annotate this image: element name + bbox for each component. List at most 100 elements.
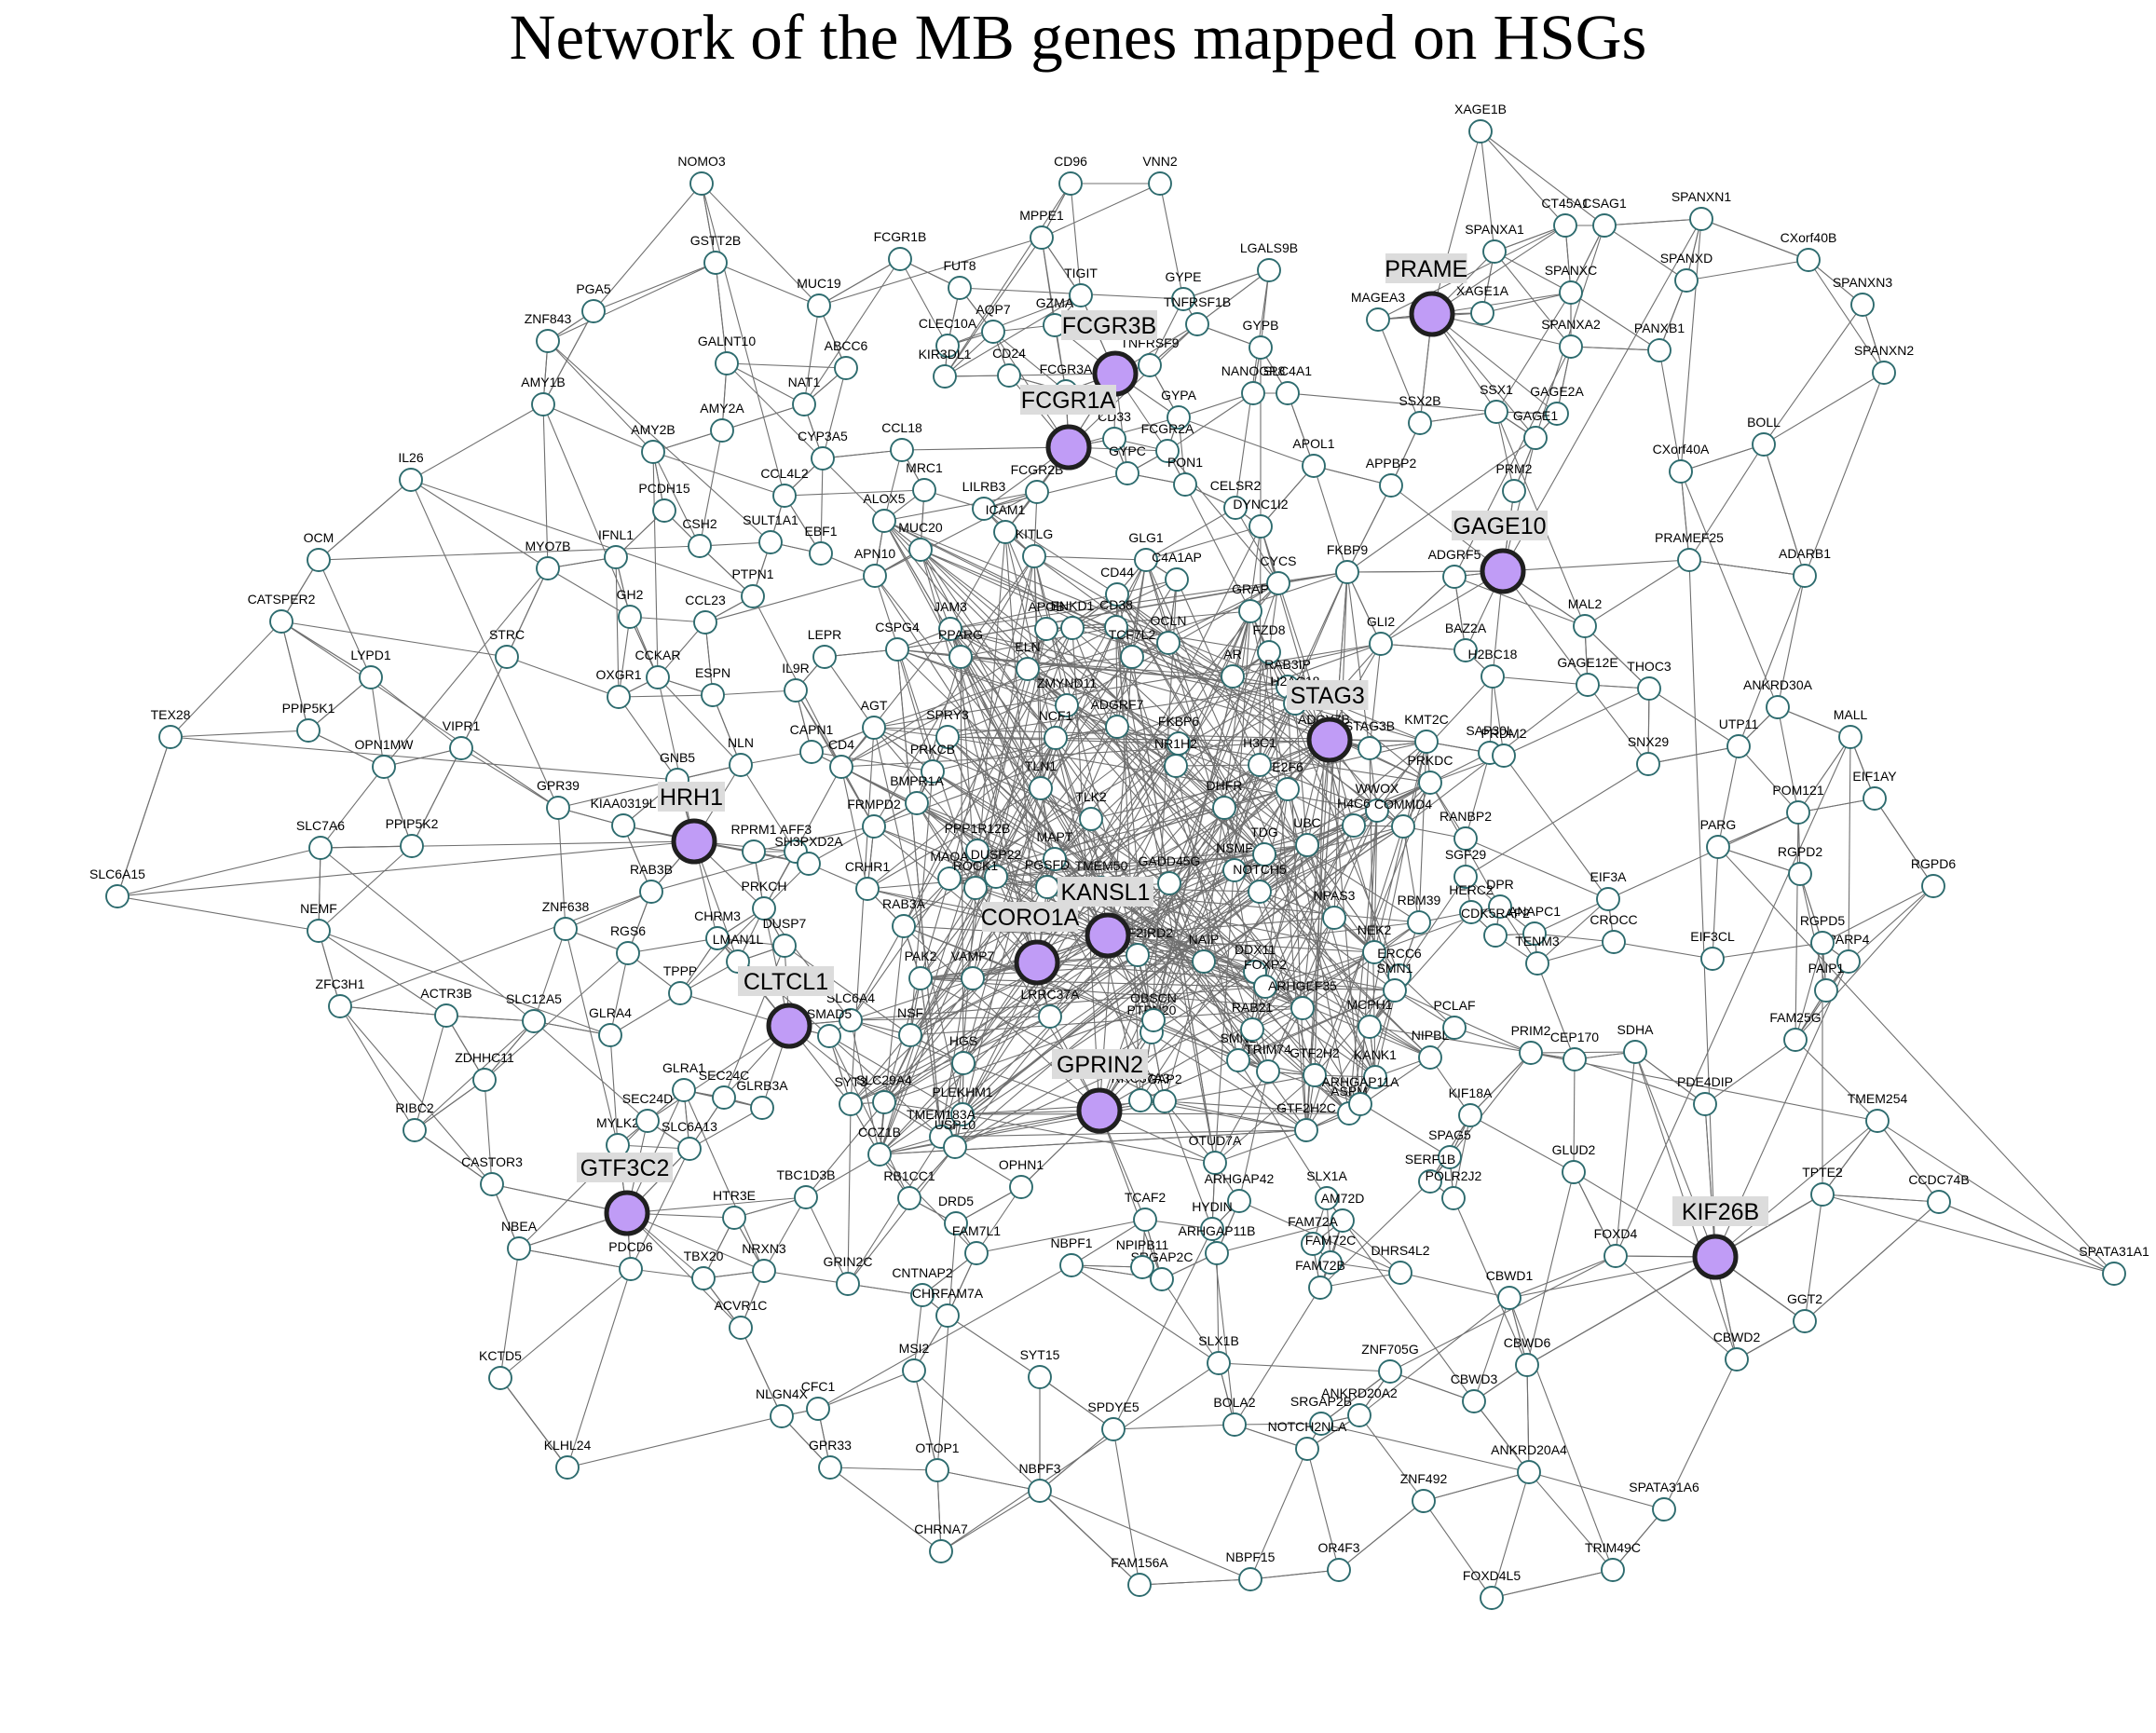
gene-node[interactable]: ALOX5 [863, 491, 906, 533]
gene-node[interactable]: DUSP7 [763, 916, 807, 958]
gene-node[interactable]: ZNF705G [1361, 1342, 1419, 1384]
gene-node[interactable]: POM121 [1772, 783, 1824, 825]
gene-node-circle[interactable] [1752, 432, 1776, 457]
gene-node-circle[interactable] [1483, 923, 1508, 948]
gene-node[interactable]: FAM25G [1769, 1010, 1822, 1052]
hub-node[interactable]: GAGE10 [1452, 511, 1548, 594]
gene-node-circle[interactable] [1850, 293, 1875, 317]
gene-node-circle[interactable] [1165, 567, 1189, 592]
gene-node[interactable]: VNN2 [1142, 154, 1178, 196]
gene-node-circle[interactable] [269, 609, 293, 634]
gene-node[interactable]: SPANXN3 [1833, 275, 1893, 317]
gene-node[interactable]: PPIP5K2 [386, 816, 439, 858]
gene-node[interactable]: TPTE2 [1802, 1165, 1843, 1207]
gene-node[interactable]: CDK5RAP2 [1461, 906, 1530, 948]
gene-node[interactable]: PTPN1 [731, 566, 774, 608]
gene-node[interactable]: NANOGP8 [1221, 363, 1286, 405]
gene-node-circle[interactable] [1515, 1353, 1539, 1377]
gene-node[interactable]: CCL4L2 [760, 466, 809, 508]
gene-node[interactable]: MAL2 [1568, 596, 1603, 638]
gene-node[interactable]: CBWD3 [1451, 1371, 1498, 1413]
gene-node[interactable]: HTR3E [713, 1188, 756, 1230]
gene-node[interactable]: CYCS [1261, 553, 1297, 595]
gene-node-circle[interactable] [1104, 615, 1128, 639]
gene-node[interactable]: FZD8 [1253, 622, 1286, 664]
gene-node[interactable]: SMAD5 [807, 1006, 852, 1048]
gene-node-circle[interactable] [1358, 736, 1382, 760]
gene-node-circle[interactable] [898, 1023, 922, 1047]
gene-node-circle[interactable] [400, 834, 424, 858]
gene-node-circle[interactable] [488, 1366, 512, 1390]
gene-node-circle[interactable] [1442, 565, 1467, 589]
gene-node[interactable]: MRC1 [906, 460, 943, 502]
gene-node[interactable]: PCDH15 [638, 481, 690, 523]
gene-node-circle[interactable] [1366, 307, 1390, 332]
gene-node[interactable]: NRXN3 [742, 1241, 786, 1283]
gene-node-circle[interactable] [710, 418, 734, 443]
gene-node-circle[interactable] [701, 683, 725, 707]
gene-node[interactable]: PANXB1 [1634, 321, 1685, 362]
gene-node-circle[interactable] [1523, 426, 1548, 450]
gene-node-circle[interactable] [1342, 813, 1366, 838]
gene-node-circle[interactable] [818, 1455, 842, 1480]
gene-node-circle[interactable] [1303, 1063, 1327, 1087]
gene-node[interactable]: GTF2H2C [1276, 1100, 1336, 1142]
gene-node[interactable]: CXorf40B [1781, 230, 1837, 272]
gene-node-circle[interactable] [1318, 1250, 1343, 1275]
gene-node[interactable]: CHRM3 [694, 908, 741, 950]
gene-node-circle[interactable] [472, 1068, 497, 1092]
gene-node[interactable]: VAMP7 [951, 948, 995, 990]
gene-node-circle[interactable] [1226, 1048, 1250, 1072]
gene-node-circle[interactable] [1128, 1088, 1153, 1112]
gene-node-circle[interactable] [1164, 754, 1188, 778]
gene-node-circle[interactable] [1462, 1389, 1486, 1413]
gene-node[interactable]: CD33 [1098, 409, 1131, 451]
gene-node-circle[interactable] [1766, 695, 1790, 719]
gene-node-circle[interactable] [1030, 225, 1054, 250]
gene-node-circle[interactable] [688, 534, 712, 558]
gene-node[interactable]: PARG [1700, 817, 1737, 859]
gene-node-circle[interactable] [1133, 1208, 1157, 1232]
gene-node-circle[interactable] [1810, 1182, 1835, 1207]
hub-node[interactable]: GTF3C2 [577, 1153, 673, 1236]
gene-node-circle[interactable] [1418, 1169, 1442, 1194]
gene-node[interactable]: FAM156A [1111, 1555, 1168, 1597]
gene-node-circle[interactable] [944, 1211, 968, 1235]
gene-node-circle[interactable] [1240, 1017, 1264, 1042]
gene-node-circle[interactable] [703, 251, 728, 275]
gene-node-circle[interactable] [1302, 454, 1326, 478]
gene-node[interactable]: AMY1B [521, 375, 566, 416]
gene-node-circle[interactable] [1348, 1092, 1372, 1116]
gene-node-circle[interactable] [1502, 479, 1526, 503]
gene-node[interactable]: SLX1A [1306, 1168, 1347, 1210]
gene-node-circle[interactable] [1016, 657, 1040, 681]
gene-node-circle[interactable] [834, 356, 858, 380]
gene-node[interactable]: FAM7L1 [952, 1223, 1001, 1265]
gene-node-circle[interactable] [372, 755, 396, 779]
gene-node-circle[interactable] [672, 1078, 696, 1102]
gene-node[interactable]: SNX29 [1628, 734, 1670, 776]
gene-node[interactable]: NAIP [1189, 932, 1220, 974]
gene-node[interactable]: ARHGAP42 [1205, 1171, 1275, 1213]
gene-node-circle[interactable] [1134, 548, 1158, 572]
gene-node-circle[interactable] [981, 320, 1005, 344]
gene-node-circle[interactable] [1674, 268, 1699, 293]
gene-node-circle[interactable] [1069, 283, 1093, 307]
gene-node[interactable]: MALL [1834, 707, 1868, 749]
gene-node-circle[interactable] [693, 610, 717, 635]
gene-node[interactable]: THOC3 [1627, 659, 1672, 701]
gene-node-circle[interactable] [862, 716, 886, 740]
gene-node[interactable]: DUSP22 [971, 847, 1022, 889]
gene-node[interactable]: SMN1 [1377, 961, 1413, 1003]
gene-node-circle[interactable] [1105, 582, 1129, 607]
gene-node-circle[interactable] [531, 392, 555, 416]
gene-node-circle[interactable] [1308, 1276, 1332, 1300]
gene-node-circle[interactable] [1034, 617, 1058, 641]
gene-node[interactable]: CAPN1 [790, 722, 834, 764]
gene-node-circle[interactable] [1482, 239, 1507, 264]
gene-node-circle[interactable] [811, 446, 835, 471]
gene-node[interactable]: GAGE2A [1530, 384, 1584, 426]
gene-node[interactable]: IL26 [398, 450, 424, 492]
gene-node[interactable]: PRKCB [910, 742, 955, 784]
gene-node-circle[interactable] [1484, 400, 1508, 424]
